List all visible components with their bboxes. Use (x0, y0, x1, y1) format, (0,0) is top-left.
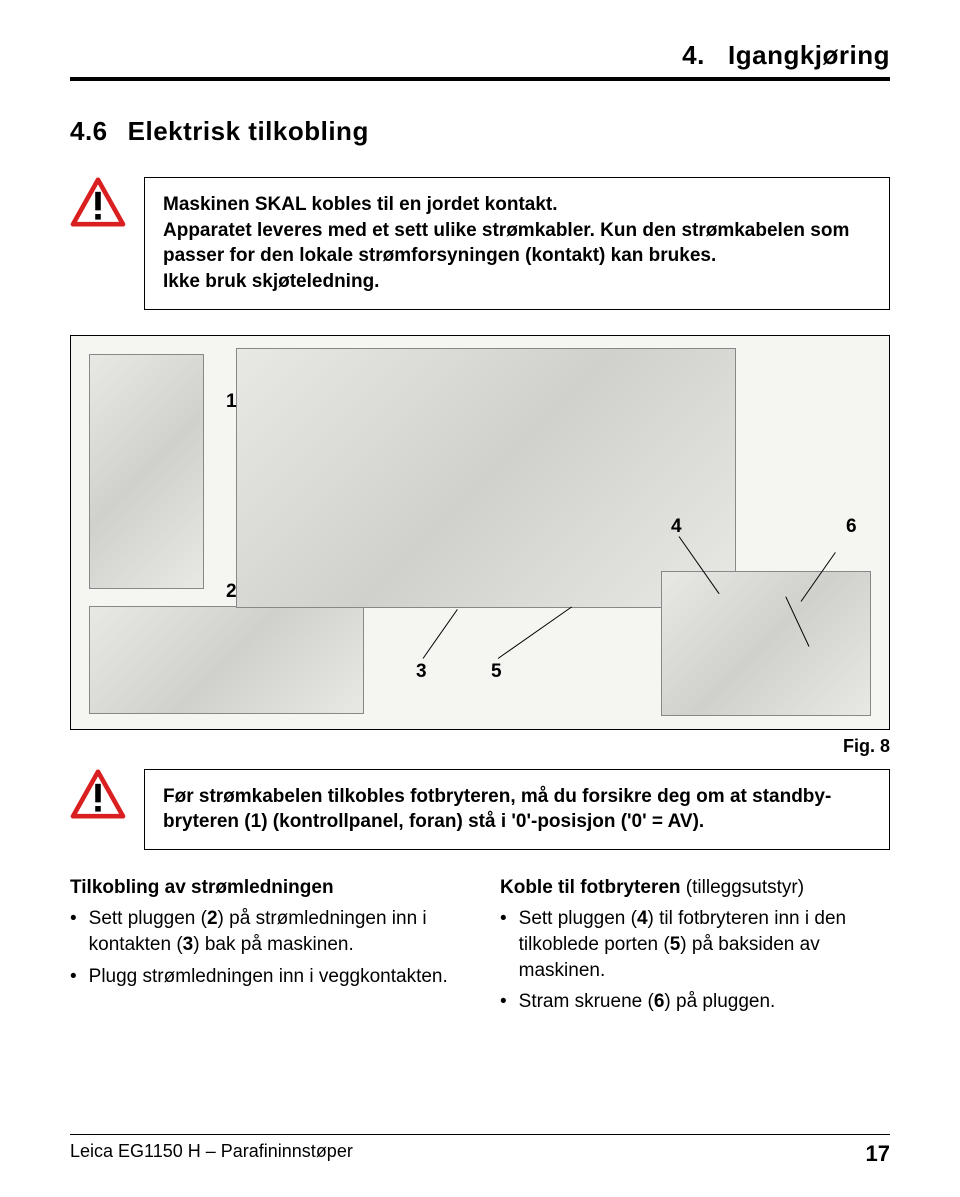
leader-line (498, 606, 572, 658)
bullet-icon: • (70, 964, 77, 990)
header-rule (70, 77, 890, 81)
figure-label-4: 4 (671, 516, 682, 538)
warning-icon (70, 177, 126, 227)
figure-photo-switch (89, 354, 204, 589)
warning2-text: Før strømkabelen tilkobles fotbryteren, … (163, 786, 831, 833)
warning1-line2: Apparatet leveres med et sett ulike strø… (163, 218, 871, 269)
warning1-line3: Ikke bruk skjøteledning. (163, 269, 871, 295)
warning-text-box-2: Før strømkabelen tilkobles fotbryteren, … (144, 769, 890, 850)
list-item: • Stram skruene (6) på pluggen. (500, 989, 890, 1015)
figure-label-3: 3 (416, 661, 427, 683)
figure-photo-connector (661, 571, 871, 716)
bullet-text: Plugg strømledningen inn i veggkontakten… (89, 964, 448, 990)
figure-photo-main (236, 348, 736, 608)
bullet-icon: • (70, 906, 77, 957)
footer-rule (70, 1134, 890, 1135)
left-column: Tilkobling av strømledningen • Sett plug… (70, 875, 460, 1021)
warning1-line1: Maskinen SKAL kobles til en jordet konta… (163, 192, 871, 218)
right-column: Koble til fotbryteren (tilleggsutstyr) •… (500, 875, 890, 1021)
bullet-text: Sett pluggen (4) til fotbryteren inn i d… (519, 906, 890, 983)
warning-icon (70, 769, 126, 819)
bullet-text: Sett pluggen (2) på strømledningen inn i… (89, 906, 460, 957)
footer-product: Leica EG1150 H – Parafininnstøper (70, 1141, 353, 1167)
list-item: • Sett pluggen (2) på strømledningen inn… (70, 906, 460, 957)
list-item: • Sett pluggen (4) til fotbryteren inn i… (500, 906, 890, 983)
bullet-text: Stram skruene (6) på pluggen. (519, 989, 776, 1015)
bullet-icon: • (500, 989, 507, 1015)
page-footer: Leica EG1150 H – Parafininnstøper 17 (70, 1134, 890, 1167)
chapter-title: Igangkjøring (728, 40, 890, 70)
figure-photo-plug (89, 606, 364, 714)
right-heading: Koble til fotbryteren (tilleggsutstyr) (500, 875, 890, 901)
left-heading: Tilkobling av strømledningen (70, 875, 460, 901)
figure-container: 1 2 3 5 4 6 (70, 335, 890, 730)
warning-block-2: Før strømkabelen tilkobles fotbryteren, … (70, 769, 890, 850)
figure-label-2: 2 (226, 581, 237, 603)
chapter-header: 4. Igangkjøring (70, 40, 890, 71)
figure-label-5: 5 (491, 661, 502, 683)
figure-label-1: 1 (226, 391, 237, 413)
figure-caption: Fig. 8 (70, 736, 890, 757)
section-num: 4.6 (70, 116, 108, 147)
section-title: Elektrisk tilkobling (128, 116, 369, 146)
two-column-body: Tilkobling av strømledningen • Sett plug… (70, 875, 890, 1021)
list-item: • Plugg strømledningen inn i veggkontakt… (70, 964, 460, 990)
bullet-icon: • (500, 906, 507, 983)
figure-label-6: 6 (846, 516, 857, 538)
warning-block-1: Maskinen SKAL kobles til en jordet konta… (70, 177, 890, 310)
chapter-num: 4. (682, 40, 705, 70)
footer-page-number: 17 (866, 1141, 890, 1167)
section-heading: 4.6 Elektrisk tilkobling (70, 116, 890, 147)
leader-line (423, 609, 458, 659)
warning-text-box-1: Maskinen SKAL kobles til en jordet konta… (144, 177, 890, 310)
